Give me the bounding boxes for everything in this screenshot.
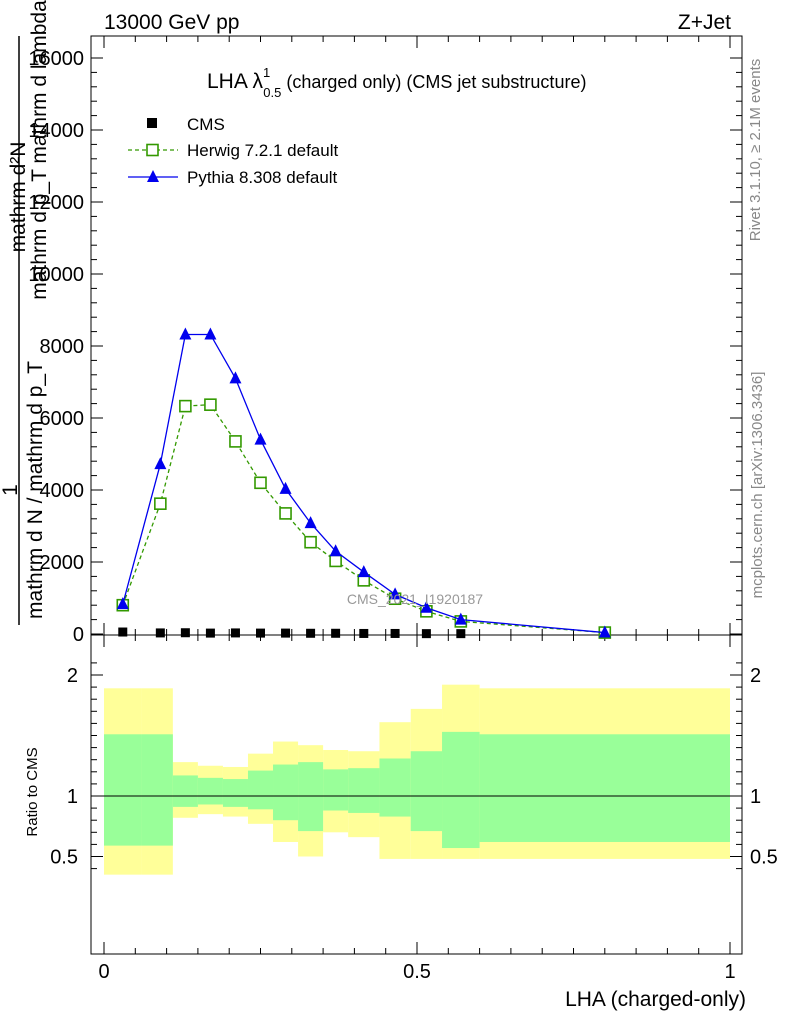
ratio-y-label: Ratio to CMS (24, 747, 41, 836)
y-tick-label: 8000 (40, 336, 85, 358)
y-tick-label: 12000 (28, 192, 84, 214)
ratio-inner-band-bin (104, 734, 142, 846)
cms-point (118, 627, 128, 637)
cms-point (306, 628, 316, 638)
pythia-point (254, 432, 267, 445)
watermark: CMS_2021_I1920187 (347, 591, 483, 607)
legend-marker-cms (147, 118, 157, 128)
series-layer (116, 327, 612, 639)
pythia-point (598, 625, 611, 638)
ratio-y-tick-label-right: 0.5 (750, 847, 778, 869)
x-tick-label: 0.5 (403, 961, 431, 983)
cms-point (281, 628, 291, 638)
ratio-inner-band-bin (141, 734, 173, 846)
ratio-inner-band-bin (323, 769, 349, 811)
legend: CMS Herwig 7.2.1 default Pythia 8.308 de… (128, 115, 338, 187)
herwig-point (304, 535, 317, 549)
pythia-point (116, 597, 129, 610)
ratio-y-tick-label-right: 1 (750, 786, 761, 808)
main-axis-ticks: 0 2000 4000 6000 8000 10000 12000 14000 16000 (28, 36, 742, 646)
ratio-inner-band-bin (172, 775, 198, 807)
main-ylabel-top-under: mathrm d p_T mathrm d lambda (28, 0, 51, 300)
ratio-y-tick-label: 1 (67, 786, 78, 808)
side-label-mcplots: mcplots.cern.ch [arXiv:1306.3436] (749, 372, 766, 599)
cms-point (359, 628, 369, 638)
pythia-point (454, 612, 467, 625)
herwig-point (154, 497, 167, 510)
legend-marker-pythia (147, 170, 159, 182)
chart-title: LHA λ1 0.5 (charged only) (CMS jet substr… (207, 65, 586, 100)
herwig-point (229, 435, 242, 448)
x-tick-label: 1 (724, 961, 735, 983)
legend-marker-herwig (146, 143, 159, 157)
y-tick-label: 4000 (40, 480, 85, 502)
chart-title-rest: (charged only) (CMS jet substructure) (281, 72, 586, 92)
ratio-inner-band-bin (298, 762, 324, 832)
herwig-point (254, 476, 267, 490)
ratio-inner-band-bin (379, 758, 411, 817)
x-axis-label: LHA (charged-only) (565, 988, 746, 1011)
herwig-point (204, 398, 217, 411)
ratio-inner-band-bin (410, 751, 443, 832)
ratio-y-tick-label: 0.5 (50, 847, 78, 869)
pythia-point (179, 327, 192, 340)
pythia-point (420, 600, 433, 613)
cms-point (230, 628, 240, 638)
legend-label-cms: CMS (187, 115, 225, 134)
y-tick-label: 6000 (40, 408, 85, 430)
pythia-point (154, 457, 167, 470)
main-ylabel-bottom-num: 1 (0, 484, 22, 496)
ratio-inner-band-bin (222, 779, 248, 807)
chart-title-sub: 0.5 (263, 85, 281, 100)
cms-point (390, 628, 400, 638)
y-tick-label: 14000 (28, 120, 84, 142)
herwig-point (179, 399, 192, 413)
ratio-inner-band-bin (247, 770, 274, 810)
ratio-inner-band-bin (273, 764, 299, 821)
chart-title-sup: 1 (263, 65, 270, 80)
legend-label-pythia: Pythia 8.308 default (187, 168, 338, 187)
cms-point (256, 628, 265, 638)
pythia-point (304, 516, 317, 529)
header-right: Z+Jet (678, 11, 731, 34)
y-tick-label: 16000 (28, 48, 84, 70)
ratio-inner-band-bin (348, 768, 380, 813)
ratio-inner-band-bin (442, 731, 480, 849)
ratio-y-tick-label-right: 2 (750, 665, 761, 687)
herwig-point (279, 507, 292, 520)
x-tick-label: 0 (98, 961, 109, 983)
y-tick-label: 10000 (28, 264, 84, 286)
ratio-bands (104, 684, 730, 875)
legend-label-herwig: Herwig 7.2.1 default (187, 141, 338, 160)
cms-point (155, 628, 165, 638)
pythia-point (357, 565, 370, 578)
cms-point (456, 629, 466, 639)
pythia-point (389, 587, 402, 600)
pythia-point (229, 371, 242, 384)
cms-point (421, 629, 431, 639)
cms-point (180, 628, 190, 638)
herwig-point (329, 554, 342, 568)
y-tick-label: 0 (73, 624, 84, 646)
main-y-label: mathrm d²N mathrm d p_T mathrm d lambda … (0, 0, 51, 625)
ratio-y-tick-label: 2 (67, 665, 78, 687)
pythia-point (204, 327, 217, 340)
cms-point (205, 628, 215, 638)
series-line-2 (122, 333, 605, 634)
header-left: 13000 GeV pp (104, 11, 239, 34)
pythia-point (329, 544, 342, 557)
pythia-point (279, 481, 292, 494)
chart-title-main: LHA λ (207, 70, 264, 93)
ratio-inner-band-bin (197, 777, 223, 805)
cms-point (331, 628, 341, 638)
ratio-axis-ticks: 0.5 0.5 1 1 2 2 0 0.5 1 (50, 635, 778, 983)
y-tick-label: 2000 (40, 552, 85, 574)
main-ylabel-bottom-den: mathrm d N / mathrm d p_T (24, 361, 47, 619)
side-label-rivet: Rivet 3.1.10, ≥ 2.1M events (747, 59, 764, 242)
ratio-inner-band-bin (479, 734, 730, 842)
